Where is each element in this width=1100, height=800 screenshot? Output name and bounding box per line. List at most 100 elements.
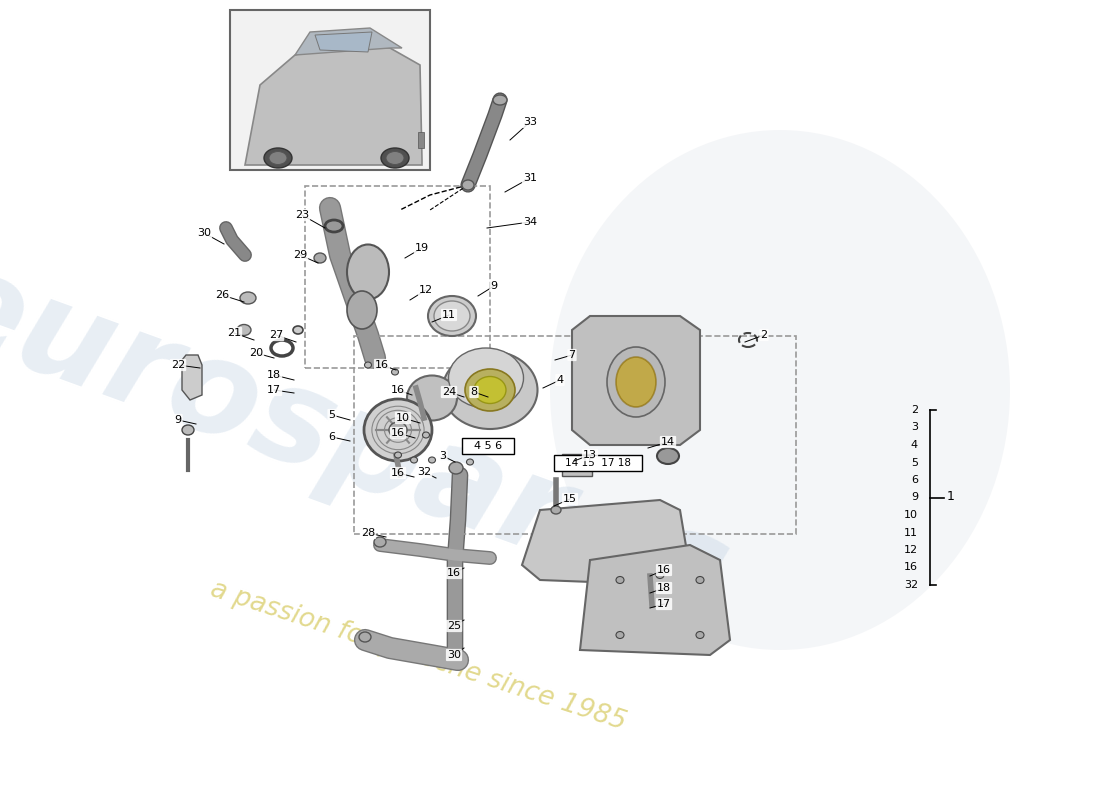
- Text: 17: 17: [657, 599, 671, 609]
- Ellipse shape: [466, 459, 473, 465]
- Ellipse shape: [389, 422, 407, 438]
- Ellipse shape: [364, 362, 372, 368]
- Ellipse shape: [657, 448, 679, 464]
- Ellipse shape: [493, 95, 507, 105]
- Text: 5: 5: [911, 458, 918, 467]
- Ellipse shape: [381, 148, 409, 168]
- Ellipse shape: [616, 631, 624, 638]
- Text: 4 5 6: 4 5 6: [474, 441, 502, 451]
- Text: 6: 6: [911, 475, 918, 485]
- Text: 20: 20: [249, 348, 263, 358]
- Text: 12: 12: [419, 285, 433, 295]
- Ellipse shape: [407, 375, 456, 421]
- Ellipse shape: [696, 631, 704, 638]
- Text: 26: 26: [214, 290, 229, 300]
- Text: 29: 29: [293, 250, 307, 260]
- Bar: [305, 186, 490, 368]
- Ellipse shape: [449, 348, 524, 408]
- Text: 15: 15: [563, 494, 578, 504]
- Polygon shape: [315, 32, 372, 52]
- Ellipse shape: [550, 130, 1010, 650]
- Polygon shape: [522, 500, 690, 585]
- Text: 16: 16: [447, 568, 461, 578]
- Text: 16: 16: [904, 562, 918, 573]
- Text: 34: 34: [522, 217, 537, 227]
- Ellipse shape: [616, 357, 656, 407]
- Bar: [418, 132, 424, 148]
- Ellipse shape: [428, 296, 476, 336]
- Text: 2: 2: [911, 405, 918, 415]
- Text: 6: 6: [329, 432, 336, 442]
- Ellipse shape: [395, 452, 402, 458]
- Text: 2: 2: [760, 330, 768, 340]
- Ellipse shape: [346, 291, 377, 329]
- Text: 27: 27: [268, 330, 283, 340]
- Text: 4: 4: [557, 375, 563, 385]
- Ellipse shape: [314, 253, 326, 263]
- Text: 1: 1: [947, 490, 955, 503]
- Text: eurospares: eurospares: [0, 238, 744, 642]
- Text: 31: 31: [522, 173, 537, 183]
- Text: 16: 16: [390, 385, 405, 395]
- Text: 16: 16: [657, 565, 671, 575]
- Text: 10: 10: [396, 413, 410, 423]
- Text: 24: 24: [442, 387, 456, 397]
- Text: 4: 4: [911, 440, 918, 450]
- Bar: [354, 336, 796, 534]
- Text: 5: 5: [329, 410, 336, 420]
- Text: 10: 10: [904, 510, 918, 520]
- Text: 28: 28: [361, 528, 375, 538]
- Polygon shape: [580, 545, 730, 655]
- Text: 12: 12: [904, 545, 918, 555]
- Polygon shape: [182, 355, 202, 400]
- Text: 9: 9: [175, 415, 182, 425]
- Ellipse shape: [656, 571, 664, 578]
- Ellipse shape: [359, 632, 371, 642]
- Ellipse shape: [236, 325, 251, 335]
- Polygon shape: [572, 316, 700, 445]
- Ellipse shape: [449, 462, 463, 474]
- Ellipse shape: [434, 301, 470, 331]
- Text: 7: 7: [569, 350, 575, 360]
- Ellipse shape: [462, 180, 474, 190]
- Bar: [554, 455, 642, 471]
- Polygon shape: [245, 45, 422, 165]
- Ellipse shape: [465, 369, 515, 411]
- Text: 30: 30: [197, 228, 211, 238]
- Text: 32: 32: [417, 467, 431, 477]
- Text: 22: 22: [170, 360, 185, 370]
- Text: 18: 18: [267, 370, 282, 380]
- Ellipse shape: [240, 292, 256, 304]
- Text: 3: 3: [911, 422, 918, 433]
- Ellipse shape: [696, 577, 704, 583]
- Ellipse shape: [386, 151, 404, 165]
- Ellipse shape: [410, 457, 418, 463]
- Ellipse shape: [392, 369, 398, 375]
- Text: 32: 32: [904, 580, 918, 590]
- Bar: [230, 10, 430, 170]
- Ellipse shape: [429, 457, 436, 463]
- Text: 23: 23: [295, 210, 309, 220]
- Ellipse shape: [346, 245, 389, 299]
- Ellipse shape: [616, 577, 624, 583]
- Text: 30: 30: [447, 650, 461, 660]
- Text: 16: 16: [390, 428, 405, 438]
- Text: 11: 11: [904, 527, 918, 538]
- Ellipse shape: [270, 151, 287, 165]
- Text: 3: 3: [440, 451, 447, 461]
- Polygon shape: [295, 28, 402, 55]
- Text: a passion for porsche since 1985: a passion for porsche since 1985: [207, 576, 629, 736]
- Text: 11: 11: [442, 310, 456, 320]
- Ellipse shape: [551, 506, 561, 514]
- Ellipse shape: [607, 347, 666, 417]
- Text: 21: 21: [227, 328, 241, 338]
- Ellipse shape: [264, 148, 292, 168]
- Text: 9: 9: [911, 493, 918, 502]
- Text: 18: 18: [657, 583, 671, 593]
- Text: 14: 14: [661, 437, 675, 447]
- Ellipse shape: [422, 432, 429, 438]
- Text: 14 15  17 18: 14 15 17 18: [565, 458, 631, 468]
- Bar: [462, 438, 514, 454]
- Text: 9: 9: [491, 281, 497, 291]
- Ellipse shape: [293, 326, 303, 334]
